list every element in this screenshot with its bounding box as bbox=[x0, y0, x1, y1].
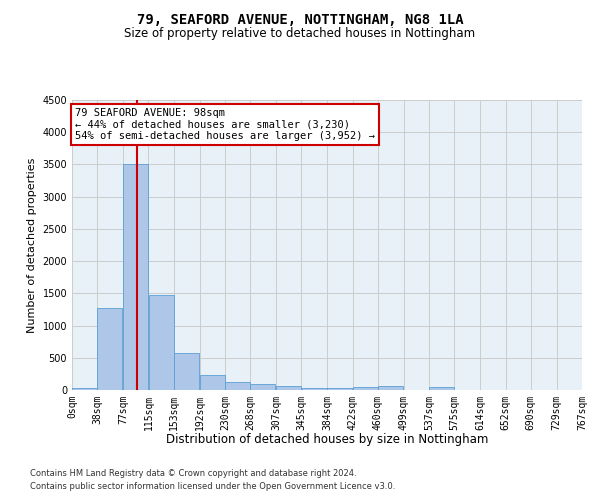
Bar bbox=[97, 308, 122, 390]
Bar bbox=[124, 164, 148, 390]
Y-axis label: Number of detached properties: Number of detached properties bbox=[27, 158, 37, 332]
Text: Contains HM Land Registry data © Crown copyright and database right 2024.: Contains HM Land Registry data © Crown c… bbox=[30, 468, 356, 477]
Bar bbox=[72, 388, 97, 390]
Bar bbox=[174, 352, 199, 390]
Bar bbox=[353, 387, 378, 390]
Text: Contains public sector information licensed under the Open Government Licence v3: Contains public sector information licen… bbox=[30, 482, 395, 491]
Bar bbox=[302, 388, 326, 390]
Bar bbox=[250, 384, 275, 390]
Text: 79 SEAFORD AVENUE: 98sqm
← 44% of detached houses are smaller (3,230)
54% of sem: 79 SEAFORD AVENUE: 98sqm ← 44% of detach… bbox=[76, 108, 376, 141]
Bar bbox=[328, 388, 352, 390]
Text: Distribution of detached houses by size in Nottingham: Distribution of detached houses by size … bbox=[166, 432, 488, 446]
Text: 79, SEAFORD AVENUE, NOTTINGHAM, NG8 1LA: 79, SEAFORD AVENUE, NOTTINGHAM, NG8 1LA bbox=[137, 12, 463, 26]
Bar bbox=[225, 382, 250, 390]
Text: Size of property relative to detached houses in Nottingham: Size of property relative to detached ho… bbox=[124, 28, 476, 40]
Bar bbox=[149, 294, 173, 390]
Bar bbox=[378, 386, 403, 390]
Bar bbox=[276, 386, 301, 390]
Bar bbox=[429, 387, 454, 390]
Bar bbox=[200, 374, 225, 390]
